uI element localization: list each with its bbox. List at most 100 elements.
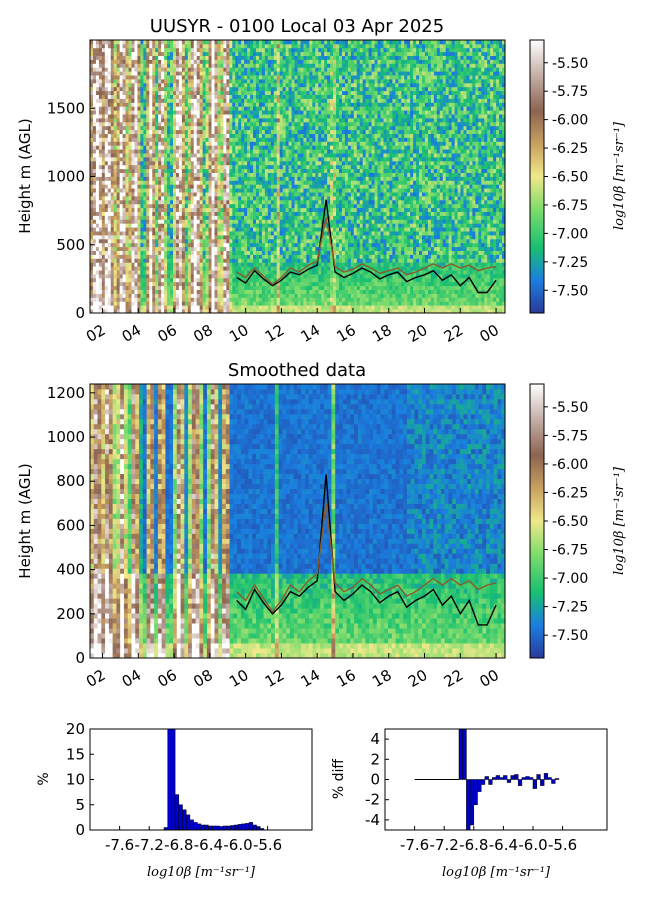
heatmap-cell	[158, 99, 161, 103]
heatmap-cell	[197, 247, 200, 251]
heatmap-cell	[286, 110, 289, 114]
heatmap-cell	[194, 290, 197, 294]
heatmap-cell	[253, 60, 256, 64]
heatmap-cell	[149, 262, 152, 266]
heatmap-cell	[286, 56, 289, 60]
heatmap-cell	[209, 79, 212, 83]
heatmap-cell	[271, 180, 274, 184]
heatmap-cell	[194, 102, 197, 106]
heatmap-cell	[235, 157, 238, 161]
heatmap-cell	[226, 48, 229, 52]
heatmap-cell	[203, 208, 206, 212]
heatmap-cell	[158, 255, 161, 259]
heatmap-cell	[247, 266, 250, 270]
heatmap-cell	[215, 141, 218, 145]
heatmap-cell	[108, 52, 111, 56]
heatmap-cell	[241, 67, 244, 71]
heatmap-cell	[167, 87, 170, 91]
heatmap-cell	[244, 188, 247, 192]
heatmap-cell	[300, 239, 303, 243]
heatmap-cell	[209, 114, 212, 118]
heatmap-cell	[247, 79, 250, 83]
heatmap-cell	[99, 200, 102, 204]
heatmap-cell	[286, 282, 289, 286]
heatmap-cell	[256, 212, 259, 216]
heatmap-cell	[170, 247, 173, 251]
heatmap-cell	[158, 130, 161, 134]
heatmap-cell	[191, 149, 194, 153]
heatmap-cell	[188, 200, 191, 204]
heatmap-cell	[247, 231, 250, 235]
heatmap-cell	[215, 145, 218, 149]
heatmap-cell	[96, 165, 99, 169]
heatmap-cell	[105, 138, 108, 142]
heatmap-cell	[167, 165, 170, 169]
heatmap-cell	[120, 212, 123, 216]
heatmap-cell	[123, 208, 126, 212]
heatmap-cell	[217, 99, 220, 103]
heatmap-cell	[96, 52, 99, 56]
heatmap-cell	[250, 126, 253, 130]
heatmap-cell	[229, 180, 232, 184]
heatmap-cell	[289, 255, 292, 259]
heatmap-cell	[143, 106, 146, 110]
heatmap-cell	[206, 258, 209, 262]
heatmap-cell	[176, 165, 179, 169]
heatmap-cell	[173, 149, 176, 153]
heatmap-cell	[229, 216, 232, 220]
heatmap-cell	[271, 110, 274, 114]
heatmap-cell	[289, 231, 292, 235]
heatmap-cell	[220, 227, 223, 231]
heatmap-cell	[105, 247, 108, 251]
heatmap-cell	[226, 56, 229, 60]
heatmap-cell	[200, 145, 203, 149]
heatmap-cell	[108, 282, 111, 286]
heatmap-cell	[212, 305, 215, 309]
heatmap-cell	[253, 83, 256, 87]
heatmap-cell	[256, 71, 259, 75]
heatmap-cell	[286, 102, 289, 106]
heatmap-cell	[215, 165, 218, 169]
heatmap-cell	[143, 87, 146, 91]
heatmap-cell	[247, 161, 250, 165]
heatmap-cell	[271, 297, 274, 301]
heatmap-cell	[235, 141, 238, 145]
heatmap-cell	[229, 270, 232, 274]
heatmap-cell	[173, 52, 176, 56]
heatmap-cell	[179, 301, 182, 305]
heatmap-cell	[217, 60, 220, 64]
heatmap-cell	[132, 126, 135, 130]
heatmap-cell	[197, 126, 200, 130]
heatmap-cell	[99, 141, 102, 145]
heatmap-cell	[129, 114, 132, 118]
heatmap-cell	[232, 126, 235, 130]
heatmap-cell	[146, 48, 149, 52]
heatmap-cell	[253, 239, 256, 243]
heatmap-cell	[283, 223, 286, 227]
heatmap-cell	[206, 212, 209, 216]
heatmap-cell	[149, 141, 152, 145]
heatmap-cell	[206, 180, 209, 184]
heatmap-cell	[152, 204, 155, 208]
heatmap-cell	[105, 122, 108, 126]
heatmap-cell	[129, 44, 132, 48]
heatmap-cell	[197, 251, 200, 255]
heatmap-cell	[256, 235, 259, 239]
heatmap-cell	[226, 157, 229, 161]
heatmap-cell	[238, 71, 241, 75]
heatmap-cell	[191, 247, 194, 251]
heatmap-cell	[283, 184, 286, 188]
heatmap-cell	[298, 40, 301, 44]
heatmap-cell	[114, 270, 117, 274]
heatmap-cell	[262, 87, 265, 91]
heatmap-cell	[90, 83, 93, 87]
heatmap-cell	[253, 56, 256, 60]
heatmap-cell	[93, 161, 96, 165]
heatmap-cell	[158, 48, 161, 52]
heatmap-cell	[188, 44, 191, 48]
heatmap-cell	[143, 239, 146, 243]
heatmap-cell	[232, 75, 235, 79]
heatmap-cell	[99, 294, 102, 298]
heatmap-cell	[152, 278, 155, 282]
heatmap-cell	[247, 122, 250, 126]
